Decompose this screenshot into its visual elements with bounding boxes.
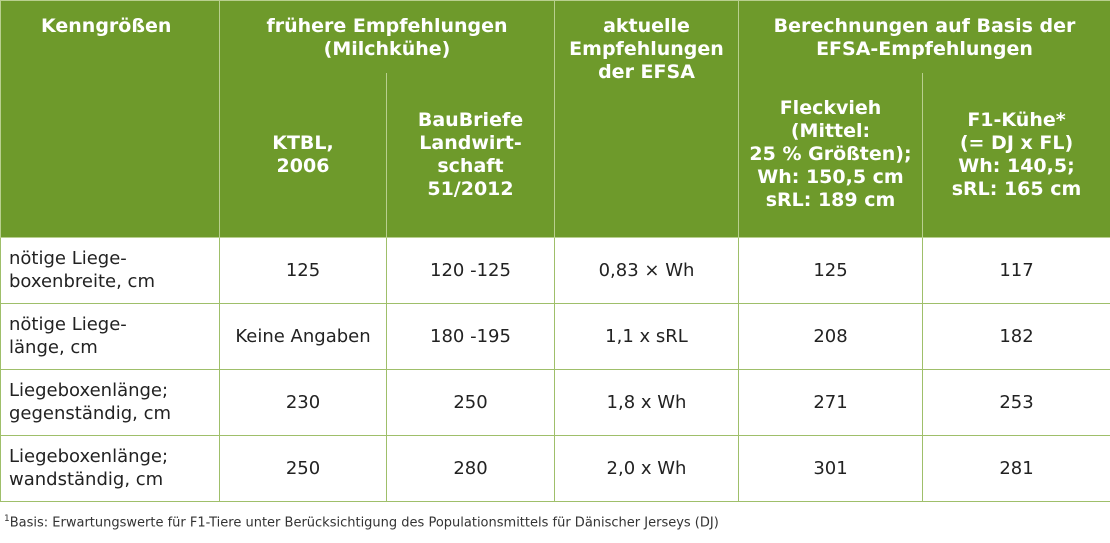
cell-baubriefe: 180 -195 xyxy=(386,302,555,370)
table-row: nötige Liege- länge, cm Keine Angaben 18… xyxy=(0,302,1110,370)
cell-ktbl: 230 xyxy=(219,368,387,436)
footnote: 1Basis: Erwartungswerte für F1-Tiere unt… xyxy=(4,514,719,530)
table-row: Liegeboxenlänge; gegenständig, cm 230 25… xyxy=(0,368,1110,436)
cell-f1: 281 xyxy=(921,434,1110,502)
cell-fleckvieh: 301 xyxy=(738,434,923,502)
row-label: nötige Liege- länge, cm xyxy=(0,302,220,370)
cell-fleckvieh: 271 xyxy=(738,368,923,436)
cell-fleckvieh: 208 xyxy=(738,302,923,370)
footnote-text: Basis: Erwartungswerte für F1-Tiere unte… xyxy=(9,515,719,531)
header-fleckvieh: Fleckvieh (Mittel: 25 % Größten); Wh: 15… xyxy=(738,72,923,238)
cell-baubriefe: 280 xyxy=(386,434,555,502)
cell-efsa: 2,0 x Wh xyxy=(554,434,739,502)
header-fruehere-empfehlungen: frühere Empfehlungen (Milchkühe) xyxy=(219,0,555,73)
cell-baubriefe: 120 -125 xyxy=(386,236,555,304)
table-row: nötige Liege- boxenbreite, cm 125 120 -1… xyxy=(0,236,1110,304)
header-kenngroessen: Kenngrößen xyxy=(0,0,220,238)
cell-ktbl: Keine Angaben xyxy=(219,302,387,370)
cell-efsa: 0,83 × Wh xyxy=(554,236,739,304)
cell-fleckvieh: 125 xyxy=(738,236,923,304)
cell-f1: 182 xyxy=(921,302,1110,370)
table-row: Liegeboxenlänge; wandständig, cm 250 280… xyxy=(0,434,1110,502)
header-baubriefe: BauBriefe Landwirt- schaft 51/2012 xyxy=(386,72,555,238)
cell-f1: 253 xyxy=(921,368,1110,436)
cell-baubriefe: 250 xyxy=(386,368,555,436)
header-efsa: aktuelle Empfehlungen der EFSA xyxy=(554,0,739,238)
cell-f1: 117 xyxy=(921,236,1110,304)
footnote-marker: 1 xyxy=(4,514,10,524)
comparison-table-wrapper: Kenngrößen frühere Empfehlungen (Milchkü… xyxy=(0,0,1110,502)
comparison-table: Kenngrößen frühere Empfehlungen (Milchkü… xyxy=(0,0,1110,502)
header-ktbl: KTBL, 2006 xyxy=(219,72,387,238)
row-label: Liegeboxenlänge; wandständig, cm xyxy=(0,434,220,502)
row-label: Liegeboxenlänge; gegenständig, cm xyxy=(0,368,220,436)
table-body: nötige Liege- boxenbreite, cm 125 120 -1… xyxy=(0,236,1110,502)
cell-ktbl: 125 xyxy=(219,236,387,304)
cell-efsa: 1,1 x sRL xyxy=(554,302,739,370)
header-f1-kuehe: F1-Kühe* (= DJ x FL) Wh: 140,5; sRL: 165… xyxy=(921,72,1110,238)
cell-efsa: 1,8 x Wh xyxy=(554,368,739,436)
header-berechnungen: Berechnungen auf Basis der EFSA-Empfehlu… xyxy=(737,0,1110,73)
table-header: Kenngrößen frühere Empfehlungen (Milchkü… xyxy=(0,0,1110,238)
row-label: nötige Liege- boxenbreite, cm xyxy=(0,236,220,304)
cell-ktbl: 250 xyxy=(219,434,387,502)
